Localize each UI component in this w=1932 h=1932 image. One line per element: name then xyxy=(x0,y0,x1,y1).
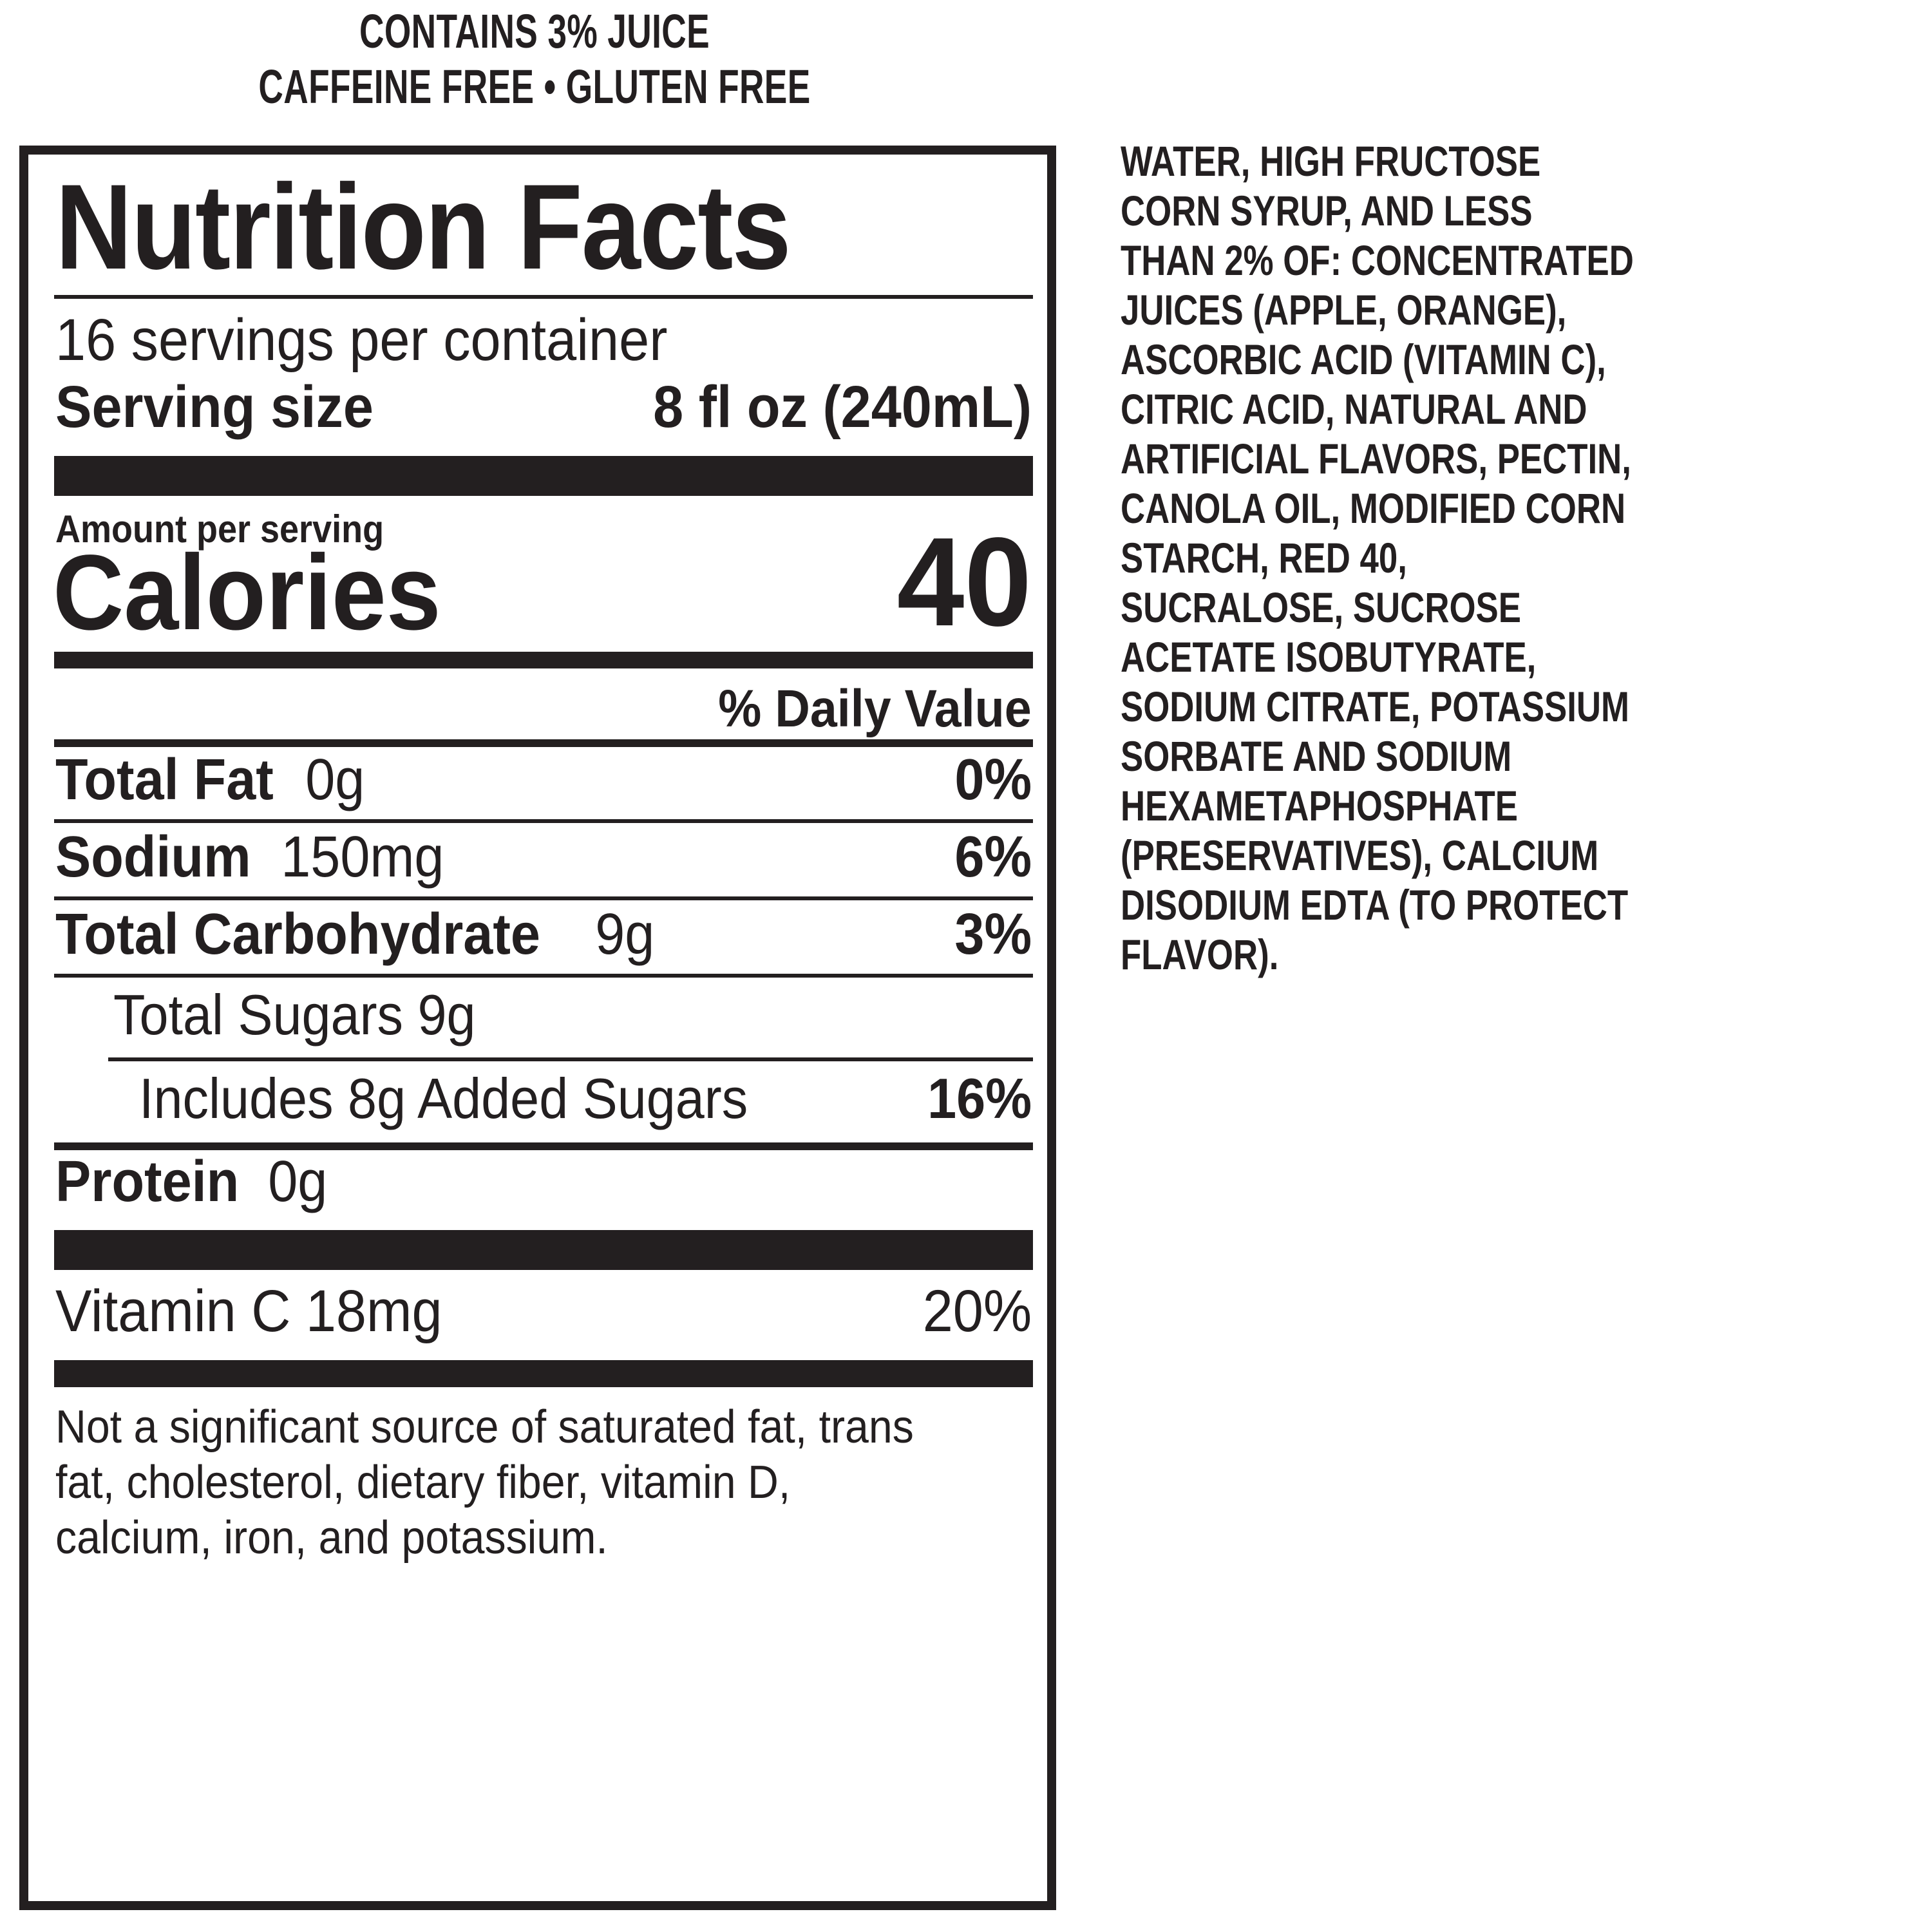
daily-value-header: % Daily Value xyxy=(718,679,1032,738)
nutrient-label-total-carbohydrate: Total Carbohydrate xyxy=(55,902,540,967)
table-row-sodium: Sodium 150mg xyxy=(55,828,459,886)
ingredients-line: (PRESERVATIVES), CALCIUM xyxy=(1121,831,1599,879)
ingredients-line: SODIUM CITRATE, POTASSIUM xyxy=(1121,683,1630,730)
rule-above-total-carbohydrate xyxy=(54,896,1033,900)
ingredients-line: STARCH, RED 40, xyxy=(1121,534,1407,582)
divider-bar-serving xyxy=(54,456,1033,496)
divider-bar-vitamins xyxy=(54,1360,1033,1387)
rule-above-added-sugars xyxy=(108,1057,1033,1061)
calories-label: Calories xyxy=(53,533,441,652)
ingredients-line: SORBATE AND SODIUM xyxy=(1121,732,1512,780)
table-row-total-carbohydrate: Total Carbohydrate 9g xyxy=(55,905,661,963)
divider-bar-protein xyxy=(54,1230,1033,1270)
product-claims-block: CONTAINS 3% JUICE CAFFEINE FREE • GLUTEN… xyxy=(0,4,1069,115)
table-row-total-fat: Total Fat 0g xyxy=(55,751,371,809)
nutrient-dv-vitamin-c: 20% xyxy=(922,1278,1032,1344)
nutrient-dv-total-carbohydrate: 3% xyxy=(954,902,1032,967)
ingredients-line: WATER, HIGH FRUCTOSE xyxy=(1121,137,1541,185)
amount-per-serving-label: Amount per serving xyxy=(55,507,384,551)
serving-size-value: 8 fl oz (240mL) xyxy=(653,374,1032,440)
footnote-line-2: fat, cholesterol, dietary fiber, vitamin… xyxy=(55,1457,791,1508)
ingredients-line: ACETATE ISOBUTYRATE, xyxy=(1121,633,1537,681)
nutrient-label-added-sugars: Includes 8g Added Sugars xyxy=(139,1066,748,1130)
table-row-protein: Protein 0g xyxy=(55,1153,334,1211)
table-row-total-sugars: Total Sugars 9g xyxy=(113,987,507,1043)
serving-size-label: Serving size xyxy=(55,374,374,440)
nutrient-dv-added-sugars: 16% xyxy=(927,1066,1032,1130)
nutrient-dv-total-fat: 0% xyxy=(954,748,1032,812)
nutrient-amount-total-fat: 0g xyxy=(305,748,365,812)
claim-line-juice: CONTAINS 3% JUICE xyxy=(359,5,710,58)
ingredients-line: ARTIFICIAL FLAVORS, PECTIN, xyxy=(1121,435,1631,482)
ingredients-line: ASCORBIC ACID (VITAMIN C), xyxy=(1121,336,1606,383)
nutrient-amount-sodium: 150mg xyxy=(281,825,444,889)
nutrient-label-total-sugars: Total Sugars 9g xyxy=(113,983,476,1046)
nutrient-amount-protein: 0g xyxy=(268,1150,328,1214)
ingredients-line: DISODIUM EDTA (TO PROTECT xyxy=(1121,881,1629,929)
servings-per-container-row: 16 servings per container xyxy=(55,310,721,370)
ingredients-line: SUCRALOSE, SUCROSE xyxy=(1121,583,1521,631)
servings-per-container-label: 16 servings per container xyxy=(55,307,668,373)
ingredients-line: HEXAMETAPHOSPHATE xyxy=(1121,782,1519,829)
ingredients-line: THAN 2% OF: CONCENTRATED xyxy=(1121,236,1634,284)
nutrient-label-sodium: Sodium xyxy=(55,825,251,889)
ingredients-block: WATER, HIGH FRUCTOSE CORN SYRUP, AND LES… xyxy=(1121,137,1926,980)
ingredients-line: FLAVOR). xyxy=(1121,931,1279,978)
claim-line-caffeine-gluten: CAFFEINE FREE • GLUTEN FREE xyxy=(258,60,811,113)
rule-above-protein xyxy=(54,1142,1033,1150)
footnote-line-3: calcium, iron, and potassium. xyxy=(55,1512,608,1564)
nutrient-label-vitamin-c: Vitamin C 18mg xyxy=(55,1278,442,1344)
calories-value: 40 xyxy=(896,511,1032,652)
nutrient-label-protein: Protein xyxy=(55,1150,240,1214)
ingredients-line: CITRIC ACID, NATURAL AND xyxy=(1121,385,1587,433)
ingredients-line: CORN SYRUP, AND LESS xyxy=(1121,187,1533,234)
table-row-vitamin-c: Vitamin C 18mg xyxy=(55,1282,476,1341)
rule-above-total-sugars xyxy=(54,974,1033,978)
page-title: Nutrition Facts xyxy=(55,159,791,294)
divider-bar-calories xyxy=(54,652,1033,668)
nutrition-facts-panel: Nutrition Facts 16 servings per containe… xyxy=(19,146,1056,1910)
table-row-added-sugars: Includes 8g Added Sugars xyxy=(139,1070,800,1127)
rule-above-total-fat xyxy=(54,739,1033,747)
nutrient-label-total-fat: Total Fat xyxy=(55,748,274,812)
footnote-line-1: Not a significant source of saturated fa… xyxy=(55,1401,914,1453)
ingredients-line: CANOLA OIL, MODIFIED CORN xyxy=(1121,484,1626,532)
nutrient-dv-sodium: 6% xyxy=(954,825,1032,889)
ingredients-line: JUICES (APPLE, ORANGE), xyxy=(1121,286,1567,334)
nutrition-facts-inner: Nutrition Facts 16 servings per containe… xyxy=(37,161,1038,1895)
rule-under-title xyxy=(54,295,1033,299)
rule-above-sodium xyxy=(54,819,1033,823)
nutrient-amount-total-carbohydrate: 9g xyxy=(595,902,655,967)
